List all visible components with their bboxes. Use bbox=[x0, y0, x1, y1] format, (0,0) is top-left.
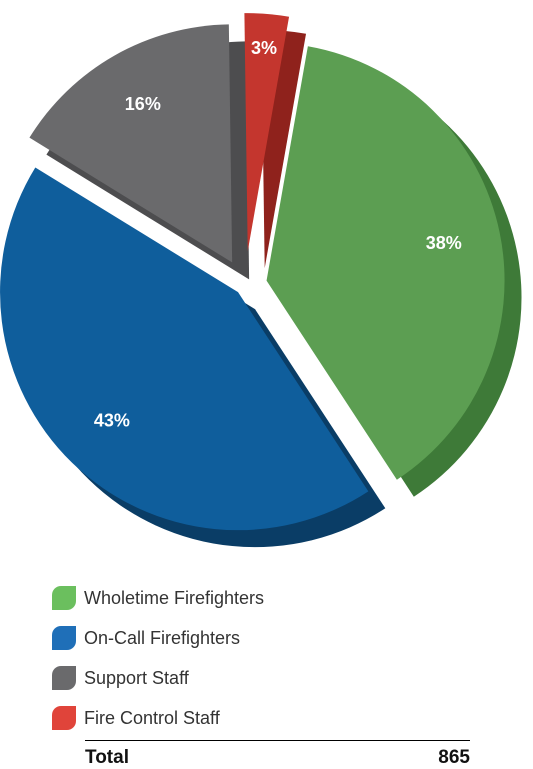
pie-slice-on-call bbox=[0, 167, 369, 531]
legend-label-fire-control: Fire Control Staff bbox=[84, 707, 220, 728]
total-row: Total 865 bbox=[85, 740, 470, 769]
legend-label-support: Support Staff bbox=[84, 667, 189, 688]
legend-item-fire-control: Fire Control Staff bbox=[52, 698, 482, 738]
legend-item-on-call: On-Call Firefighters bbox=[52, 618, 482, 658]
legend-item-wholetime: Wholetime Firefighters bbox=[52, 578, 482, 618]
legend-label-wholetime: Wholetime Firefighters bbox=[84, 587, 265, 608]
legend-label-on-call: On-Call Firefighters bbox=[84, 627, 241, 648]
legend: Wholetime Firefighters On-Call Firefight… bbox=[52, 578, 482, 738]
legend-item-support: Support Staff bbox=[52, 658, 482, 698]
pie-label-fire-control: 3% bbox=[251, 38, 277, 58]
legend-swatch-support bbox=[52, 666, 76, 690]
pie-label-support: 16% bbox=[125, 94, 161, 114]
pie-slice-wholetime bbox=[266, 46, 505, 480]
pie-chart: 38% 43% 16% 3% bbox=[0, 13, 522, 548]
legend-swatch-wholetime bbox=[52, 586, 76, 610]
pie-label-on-call: 43% bbox=[94, 411, 130, 431]
pie-slice-fire-control bbox=[244, 13, 290, 252]
total-value: 865 bbox=[438, 747, 470, 768]
legend-swatch-on-call bbox=[52, 626, 76, 650]
total-label: Total bbox=[85, 747, 129, 768]
legend-swatch-fire-control bbox=[52, 706, 76, 730]
pie-label-wholetime: 38% bbox=[426, 233, 462, 253]
pie-slice-support bbox=[29, 24, 233, 263]
